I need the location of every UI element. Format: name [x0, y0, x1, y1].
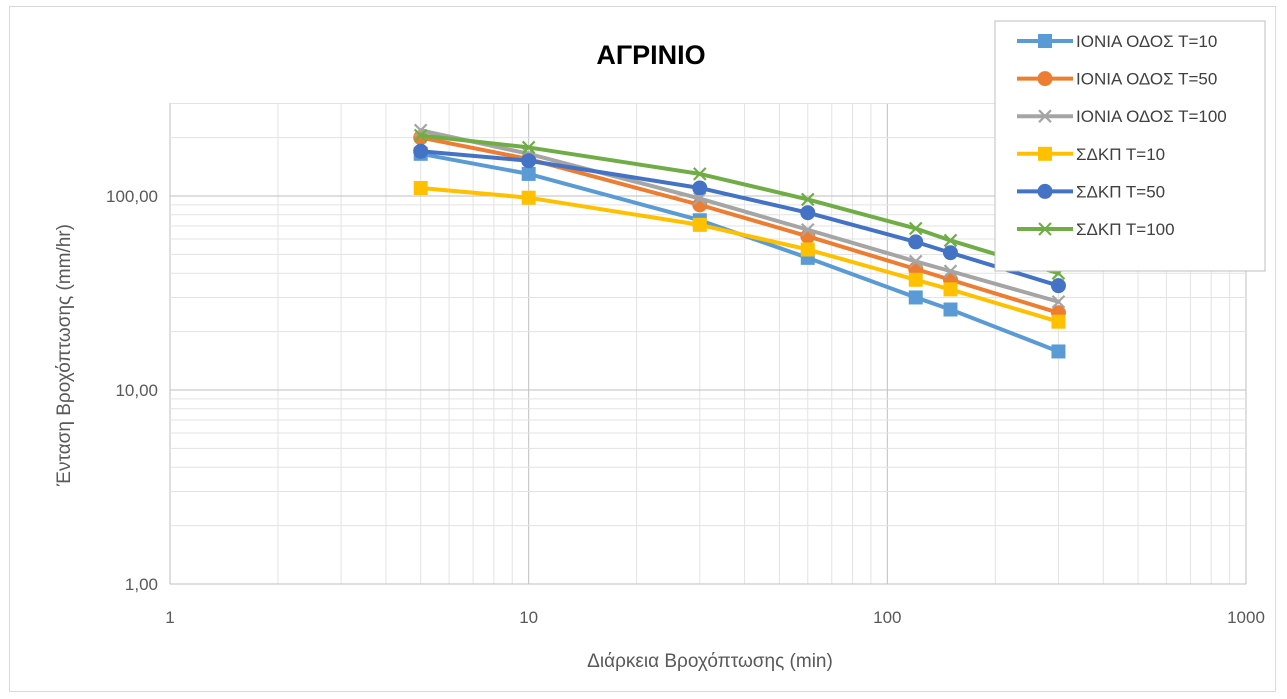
legend-label: ΣΔΚΠ Τ=50: [1076, 182, 1165, 201]
chart-title: ΑΓΡΙΝΙΟ: [596, 40, 705, 70]
legend-item: ΣΔΚΠ Τ=10: [1017, 145, 1165, 164]
data-point: [908, 272, 923, 287]
legend-item: ΙΟΝΙΑ ΟΔΟΣ Τ=100: [1017, 107, 1227, 126]
data-point: [693, 191, 707, 206]
legend-label: ΙΟΝΙΑ ΟΔΟΣ Τ=100: [1076, 107, 1227, 126]
data-point: [521, 166, 536, 181]
data-point: [693, 167, 707, 181]
data-point: [943, 282, 958, 297]
data-point: [1051, 314, 1066, 329]
data-point: [1051, 344, 1066, 359]
legend-marker: [1038, 146, 1052, 161]
y-tick-label: 10,00: [115, 381, 158, 400]
chart-area: ΑΓΡΙΝΙΟ 1 10 100 1000 1,00 10,00 100,00 Διάρκε…: [9, 6, 1276, 692]
data-point: [800, 192, 815, 207]
y-axis-title: Ένταση Βροχόπτωσης (mm/hr): [54, 224, 75, 487]
legend-label: ΙΟΝΙΑ ΟΔΟΣ Τ=50: [1076, 70, 1217, 89]
y-tick-label: 1,00: [125, 575, 158, 594]
legend-label: ΙΟΝΙΑ ΟΔΟΣ Τ=10: [1076, 32, 1217, 51]
tick-labels: 1 10 100 1000 1,00 10,00 100,00: [106, 187, 1265, 627]
data-point: [908, 221, 923, 236]
legend: ΙΟΝΙΑ ΟΔΟΣ Τ=10 ΙΟΝΙΑ ΟΔΟΣ Τ=50 ΙΟΝΙΑ ΟΔΟΣ…: [994, 20, 1266, 272]
legend-label: ΣΔΚΠ Τ=100: [1076, 220, 1175, 239]
data-point: [908, 254, 923, 269]
x-axis-title: Διάρκεια Βροχόπτωσης (min): [587, 651, 833, 672]
legend-item: ΣΔΚΠ Τ=50: [1017, 182, 1165, 201]
data-point: [800, 222, 815, 237]
data-point: [908, 234, 924, 250]
x-tick-label: 1000: [1227, 608, 1265, 627]
chart-svg: ΑΓΡΙΝΙΟ 1 10 100 1000 1,00 10,00 100,00 Διάρκε…: [54, 20, 1266, 672]
legend-marker: [1038, 34, 1052, 48]
data-point: [943, 302, 958, 317]
data-point: [413, 180, 428, 195]
data-point: [800, 242, 815, 257]
legend-marker: [1038, 109, 1052, 123]
data-point: [521, 140, 536, 155]
data-point: [800, 205, 816, 221]
legend-marker: [1037, 71, 1053, 87]
data-point: [943, 233, 958, 248]
legend-marker: [1037, 183, 1053, 199]
data-point: [942, 245, 958, 261]
data-point: [1051, 294, 1066, 309]
data-point: [1050, 278, 1066, 294]
x-tick-label: 10: [519, 608, 538, 627]
data-point: [521, 190, 536, 205]
legend-item: ΙΟΝΙΑ ΟΔΟΣ Τ=10: [1017, 32, 1217, 51]
x-tick-label: 100: [873, 608, 901, 627]
series-line: [418, 135, 1061, 315]
legend-box: [994, 20, 1266, 272]
series-4: [413, 180, 1066, 329]
series-1: [413, 146, 1066, 359]
data-point: [521, 153, 537, 169]
legend-item: ΣΔΚΠ Τ=100: [1017, 220, 1175, 239]
data-point: [908, 290, 923, 305]
legend-label: ΣΔΚΠ Τ=10: [1076, 145, 1165, 164]
data-point: [413, 143, 429, 159]
x-tick-label: 1: [165, 608, 174, 627]
data-point: [943, 264, 958, 278]
data-point: [413, 128, 428, 143]
data-point: [692, 217, 707, 232]
series-5: [413, 143, 1066, 294]
series-group: [413, 123, 1066, 359]
legend-marker: [1038, 222, 1052, 236]
y-tick-label: 100,00: [106, 187, 158, 206]
data-point: [692, 180, 708, 196]
legend-item: ΙΟΝΙΑ ΟΔΟΣ Τ=50: [1017, 70, 1217, 89]
